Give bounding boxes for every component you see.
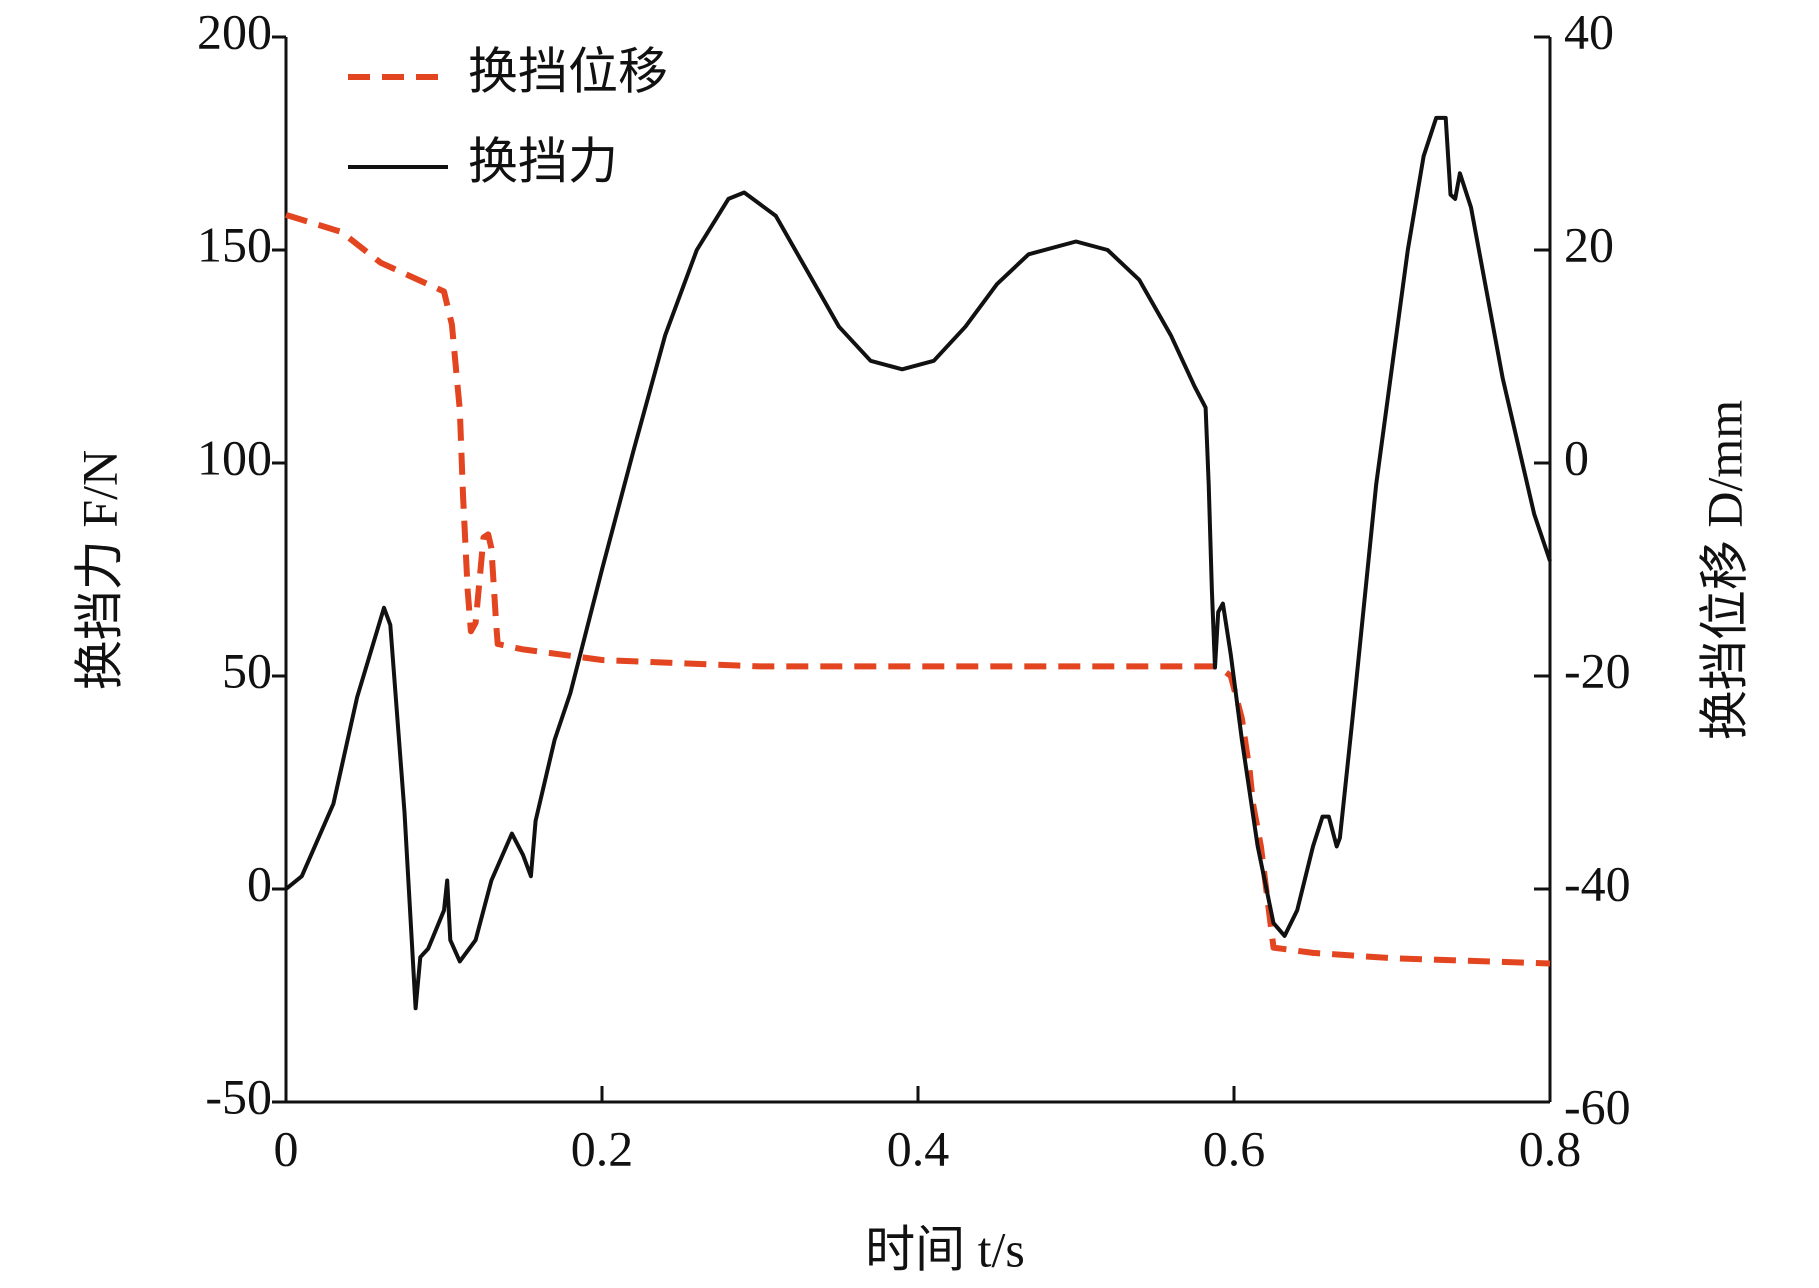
y-tick-label: 100 bbox=[197, 429, 272, 485]
legend-label: 换挡位移 bbox=[468, 43, 668, 99]
y-tick-label: 0 bbox=[247, 855, 272, 911]
x-tick-label: 0.4 bbox=[887, 1120, 950, 1176]
y2-tick-label: -20 bbox=[1564, 642, 1631, 698]
series-line bbox=[285, 212, 1551, 967]
y-tick-label: 200 bbox=[197, 3, 272, 59]
y2-tick-label: 20 bbox=[1564, 216, 1614, 272]
y-axis-label: 换挡力 F/N bbox=[71, 450, 127, 690]
x-tick-label: 0.6 bbox=[1203, 1120, 1266, 1176]
y2-tick-label: 0 bbox=[1564, 429, 1589, 485]
x-tick-label: 0 bbox=[274, 1120, 299, 1176]
series-line bbox=[284, 115, 1552, 1011]
y2-tick-label: -60 bbox=[1564, 1078, 1631, 1134]
x-axis-label: 时间 t/s bbox=[865, 1221, 1025, 1277]
y2-axis-label: 换挡位移 D/mm bbox=[1696, 400, 1752, 740]
y2-tick-label: -40 bbox=[1564, 855, 1631, 911]
y2-tick-label: 40 bbox=[1564, 3, 1614, 59]
y-tick-label: 150 bbox=[197, 216, 272, 272]
legend-label: 换挡力 bbox=[468, 133, 618, 189]
x-tick-label: 0.2 bbox=[571, 1120, 634, 1176]
y-tick-label: -50 bbox=[205, 1068, 272, 1124]
y-tick-label: 50 bbox=[222, 642, 272, 698]
x-tick-label: 0.8 bbox=[1519, 1120, 1582, 1176]
